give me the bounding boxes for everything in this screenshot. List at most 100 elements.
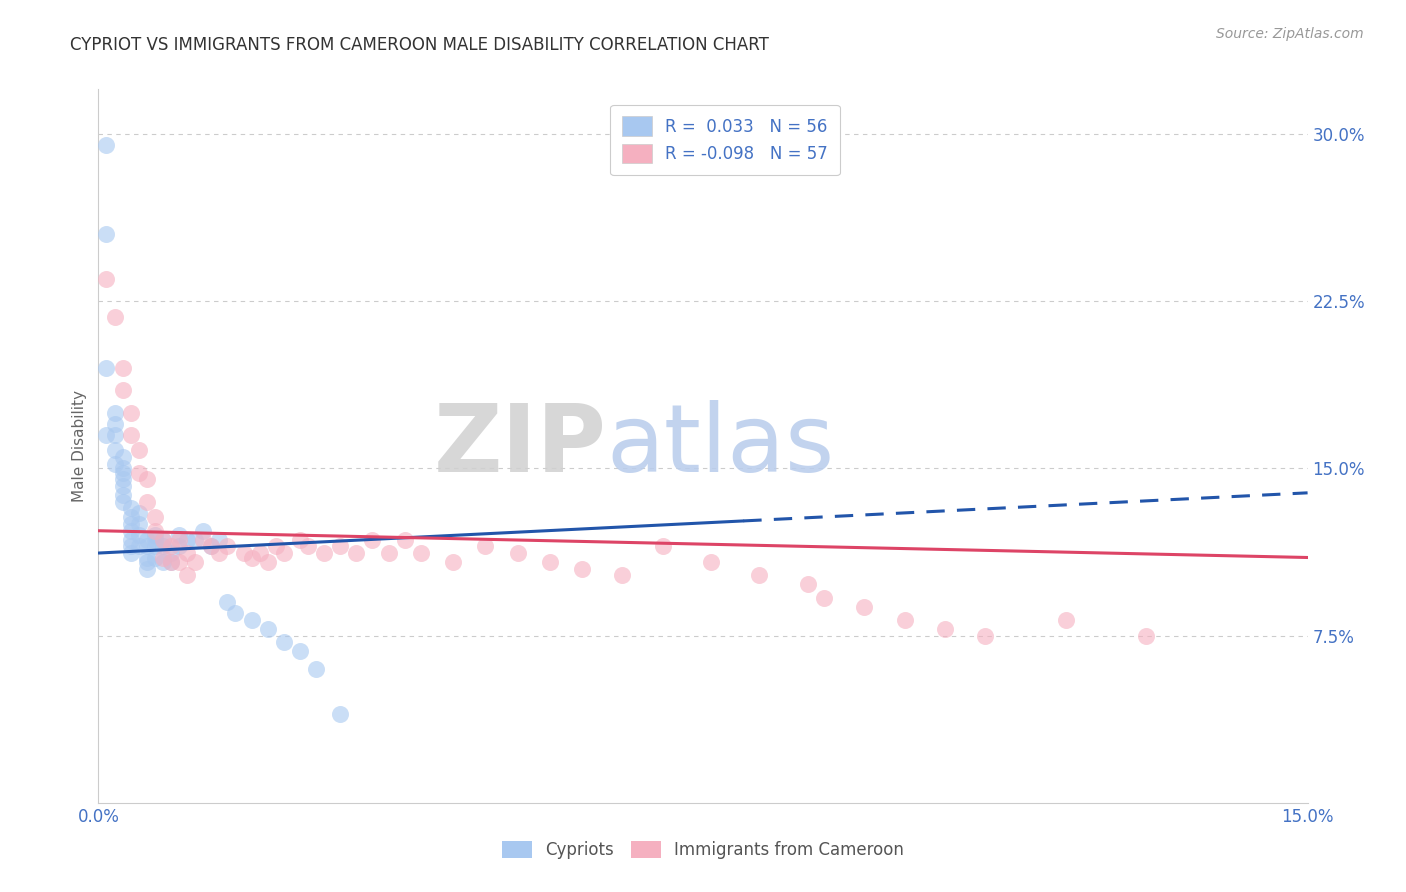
Point [135, 562, 157, 576]
Point [273, 635, 295, 649]
Point [96, 137, 118, 152]
Point [111, 450, 134, 464]
Point [1054, 613, 1077, 627]
Point [394, 533, 416, 547]
Point [111, 473, 134, 487]
Point [184, 533, 207, 547]
Point [120, 539, 142, 553]
Point [217, 539, 239, 553]
Point [193, 533, 215, 547]
Point [111, 488, 134, 502]
Point [853, 599, 876, 614]
Point [152, 533, 174, 547]
Point [160, 555, 183, 569]
Point [329, 539, 352, 553]
Point [288, 533, 311, 547]
Point [135, 533, 157, 547]
Point [297, 539, 319, 553]
Point [193, 524, 215, 538]
Text: ZIP: ZIP [433, 400, 606, 492]
Point [240, 550, 263, 565]
Point [128, 506, 150, 520]
Point [256, 555, 278, 569]
Point [96, 271, 118, 285]
Point [103, 427, 125, 442]
Point [135, 539, 157, 553]
Point [120, 501, 142, 516]
Point [651, 539, 673, 553]
Point [103, 405, 125, 419]
Point [224, 607, 246, 621]
Point [217, 595, 239, 609]
Point [797, 577, 820, 591]
Point [96, 227, 118, 241]
Point [571, 562, 593, 576]
Point [200, 539, 222, 553]
Point [305, 662, 328, 676]
Point [314, 546, 336, 560]
Point [143, 524, 166, 538]
Point [111, 384, 134, 398]
Point [893, 613, 915, 627]
Point [143, 550, 166, 565]
Point [1135, 628, 1157, 642]
Point [377, 546, 399, 560]
Point [700, 555, 723, 569]
Point [152, 550, 174, 565]
Point [167, 533, 190, 547]
Text: CYPRIOT VS IMMIGRANTS FROM CAMEROON MALE DISABILITY CORRELATION CHART: CYPRIOT VS IMMIGRANTS FROM CAMEROON MALE… [70, 36, 769, 54]
Point [506, 546, 529, 560]
Point [103, 310, 125, 324]
Point [120, 405, 142, 419]
Point [111, 360, 134, 375]
Text: Source: ZipAtlas.com: Source: ZipAtlas.com [1216, 27, 1364, 41]
Point [264, 539, 287, 553]
Point [96, 360, 118, 375]
Point [103, 417, 125, 431]
Point [111, 479, 134, 493]
Point [128, 443, 150, 458]
Point [176, 568, 198, 582]
Point [103, 443, 125, 458]
Point [135, 494, 157, 508]
Point [111, 466, 134, 480]
Point [167, 528, 190, 542]
Point [143, 510, 166, 524]
Point [344, 546, 367, 560]
Point [143, 528, 166, 542]
Point [143, 533, 166, 547]
Point [111, 461, 134, 475]
Point [361, 533, 384, 547]
Point [329, 706, 352, 721]
Point [167, 555, 190, 569]
Point [120, 524, 142, 538]
Point [120, 546, 142, 560]
Point [135, 550, 157, 565]
Point [256, 622, 278, 636]
Point [208, 533, 231, 547]
Point [120, 510, 142, 524]
Point [120, 427, 142, 442]
Text: atlas: atlas [606, 400, 835, 492]
Point [152, 555, 174, 569]
Point [934, 622, 956, 636]
Point [176, 546, 198, 560]
Point [152, 533, 174, 547]
Point [232, 546, 254, 560]
Point [184, 555, 207, 569]
Point [176, 533, 198, 547]
Point [128, 528, 150, 542]
Point [120, 533, 142, 547]
Point [128, 539, 150, 553]
Point [152, 539, 174, 553]
Point [612, 568, 634, 582]
Point [167, 539, 190, 553]
Point [240, 613, 263, 627]
Legend: Cypriots, Immigrants from Cameroon: Cypriots, Immigrants from Cameroon [495, 834, 911, 866]
Point [160, 555, 183, 569]
Point [538, 555, 561, 569]
Point [474, 539, 496, 553]
Point [135, 555, 157, 569]
Point [409, 546, 432, 560]
Point [128, 466, 150, 480]
